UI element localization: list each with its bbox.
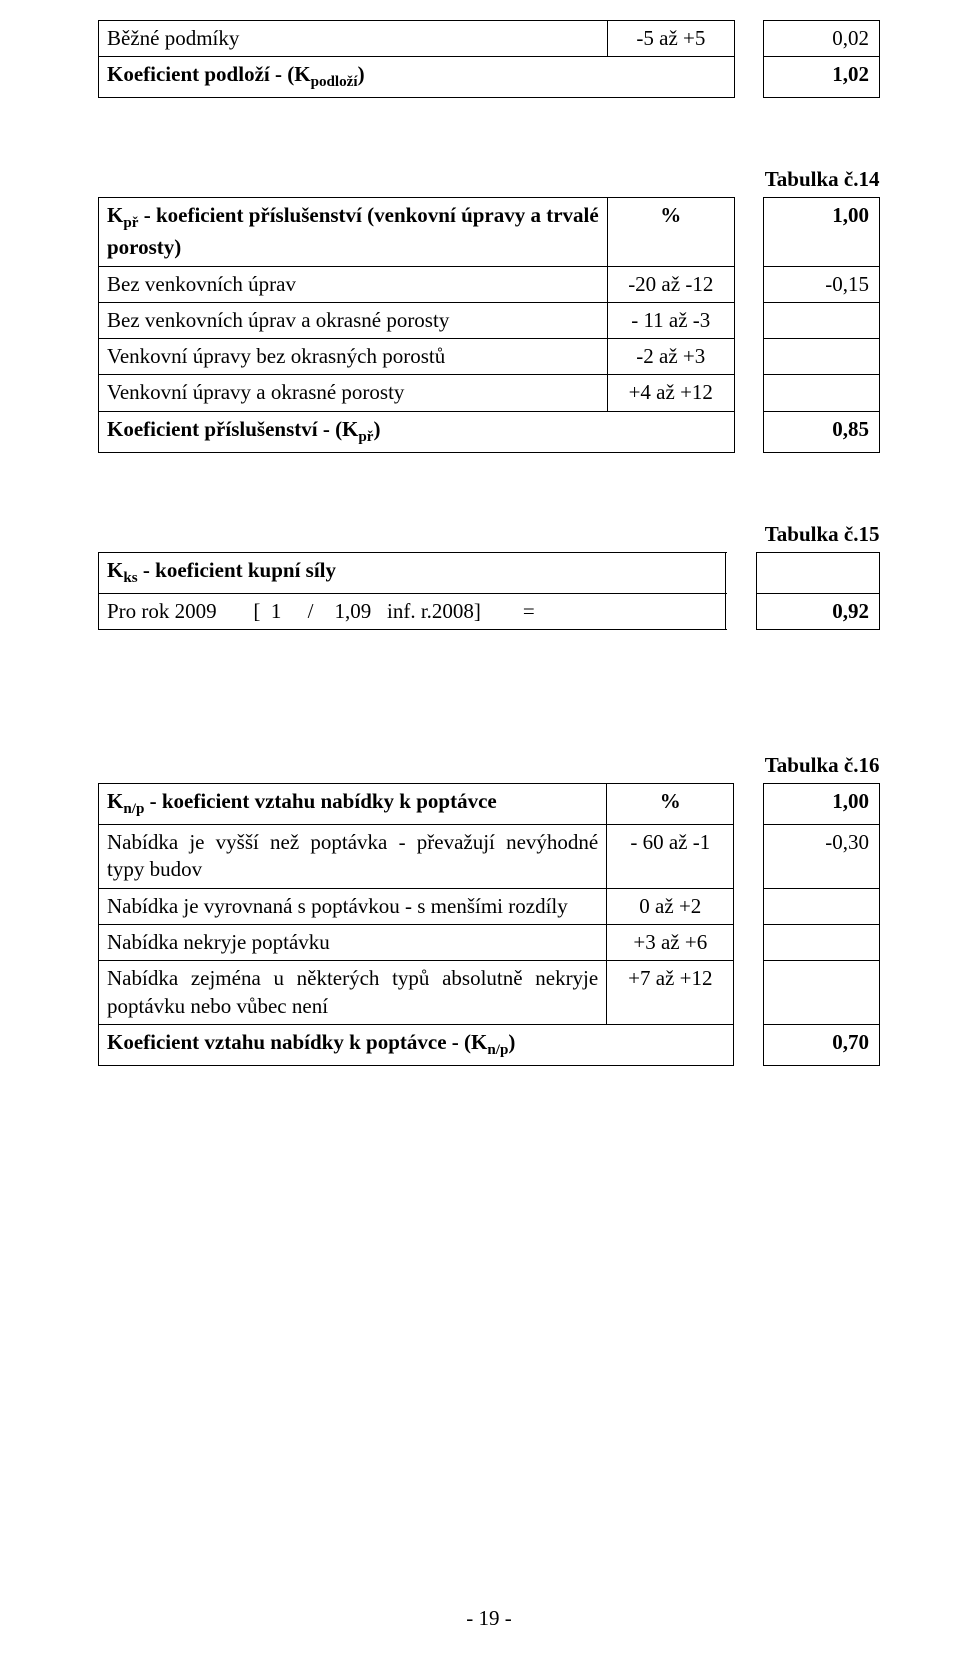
cell-val: 1,00 bbox=[763, 784, 879, 825]
cell-mid: % bbox=[607, 198, 734, 266]
cell-val: 0,92 bbox=[757, 593, 880, 629]
table-footer-row: Koeficient vztahu nabídky k poptávce - (… bbox=[99, 1024, 880, 1065]
table-row: Pro rok 2009 [ 1 / 1,09 inf. r.2008] = 0… bbox=[99, 593, 880, 629]
cell-label: Nabídka nekryje poptávku bbox=[99, 925, 607, 961]
table-row: Nabídka zejména u některých typů absolut… bbox=[99, 961, 880, 1025]
cell-mid: 0 až +2 bbox=[607, 888, 734, 924]
cell-gap bbox=[734, 198, 763, 266]
cell-mid: -5 až +5 bbox=[608, 21, 735, 57]
caption-text: Tabulka č.16 bbox=[99, 748, 880, 784]
cell-mid: +3 až +6 bbox=[607, 925, 734, 961]
caption-text: Tabulka č.15 bbox=[99, 517, 880, 553]
cell-mid: -2 až +3 bbox=[607, 339, 734, 375]
cell-gap bbox=[726, 552, 757, 593]
cell-val bbox=[763, 925, 879, 961]
cell-val bbox=[757, 552, 880, 593]
cell-label: Nabídka je vyrovnaná s poptávkou - s men… bbox=[99, 888, 607, 924]
cell-gap bbox=[734, 266, 763, 302]
table-row: Venkovní úpravy bez okrasných porostů -2… bbox=[99, 339, 880, 375]
cell-gap bbox=[734, 411, 763, 452]
table-row: Běžné podmíky -5 až +5 0,02 bbox=[99, 21, 880, 57]
cell-val: 0,85 bbox=[764, 411, 880, 452]
cell-gap bbox=[734, 375, 763, 411]
cell-gap bbox=[734, 21, 764, 57]
cell-mid: - 11 až -3 bbox=[607, 302, 734, 338]
cell-val bbox=[763, 888, 879, 924]
table-footer-row: Koeficient příslušenství - (Kpř) 0,85 bbox=[99, 411, 880, 452]
table-15: Tabulka č.15 Kks - koeficient kupní síly… bbox=[98, 517, 880, 630]
cell-gap bbox=[726, 593, 757, 629]
table-row: Bez venkovních úprav -20 až -12 -0,15 bbox=[99, 266, 880, 302]
cell-mid: - 60 až -1 bbox=[607, 825, 734, 889]
caption-text: Tabulka č.14 bbox=[99, 162, 880, 198]
cell-label: Nabídka je vyšší než poptávka - převažuj… bbox=[99, 825, 607, 889]
cell-gap bbox=[734, 888, 763, 924]
cell-gap bbox=[734, 302, 763, 338]
cell-label: Kpř - koeficient příslušenství (venkovní… bbox=[99, 198, 608, 266]
cell-label: Nabídka zejména u některých typů absolut… bbox=[99, 961, 607, 1025]
cell-val: -0,15 bbox=[764, 266, 880, 302]
table-row: Bez venkovních úprav a okrasné porosty -… bbox=[99, 302, 880, 338]
table-header-row: Kn/p - koeficient vztahu nabídky k poptá… bbox=[99, 784, 880, 825]
page-number: - 19 - bbox=[98, 1606, 880, 1631]
cell-mid: +7 až +12 bbox=[607, 961, 734, 1025]
cell-gap bbox=[734, 784, 763, 825]
cell-val: -0,30 bbox=[763, 825, 879, 889]
table-caption: Tabulka č.15 bbox=[99, 517, 880, 553]
cell-label: Běžné podmíky bbox=[99, 21, 608, 57]
table-16: Tabulka č.16 Kn/p - koeficient vztahu na… bbox=[98, 748, 880, 1066]
table-header-row: Kpř - koeficient příslušenství (venkovní… bbox=[99, 198, 880, 266]
table-caption: Tabulka č.16 bbox=[99, 748, 880, 784]
cell-label: Koeficient příslušenství - (Kpř) bbox=[99, 411, 735, 452]
cell-label: Venkovní úpravy bez okrasných porostů bbox=[99, 339, 608, 375]
cell-val bbox=[764, 339, 880, 375]
cell-gap bbox=[734, 339, 763, 375]
cell-gap bbox=[734, 961, 763, 1025]
cell-mid: % bbox=[607, 784, 734, 825]
table-row: Venkovní úpravy a okrasné porosty +4 až … bbox=[99, 375, 880, 411]
cell-label: Venkovní úpravy a okrasné porosty bbox=[99, 375, 608, 411]
cell-gap bbox=[734, 925, 763, 961]
table-row: Nabídka je vyrovnaná s poptávkou - s men… bbox=[99, 888, 880, 924]
cell-val bbox=[764, 302, 880, 338]
cell-val: 0,02 bbox=[764, 21, 880, 57]
cell-label: Kks - koeficient kupní síly bbox=[99, 552, 726, 593]
cell-label: Koeficient podloží - (Kpodloží) bbox=[99, 57, 735, 98]
cell-label: Pro rok 2009 [ 1 / 1,09 inf. r.2008] = bbox=[99, 593, 726, 629]
table-row: Nabídka nekryje poptávku +3 až +6 bbox=[99, 925, 880, 961]
table-caption: Tabulka č.14 bbox=[99, 162, 880, 198]
cell-gap bbox=[734, 57, 764, 98]
cell-val: 1,02 bbox=[764, 57, 880, 98]
cell-val bbox=[764, 375, 880, 411]
cell-label: Bez venkovních úprav bbox=[99, 266, 608, 302]
cell-label: Kn/p - koeficient vztahu nabídky k poptá… bbox=[99, 784, 607, 825]
cell-gap bbox=[734, 1024, 763, 1065]
cell-mid: +4 až +12 bbox=[607, 375, 734, 411]
cell-label: Koeficient vztahu nabídky k poptávce - (… bbox=[99, 1024, 734, 1065]
table-row: Kks - koeficient kupní síly bbox=[99, 552, 880, 593]
cell-val: 1,00 bbox=[764, 198, 880, 266]
cell-label: Bez venkovních úprav a okrasné porosty bbox=[99, 302, 608, 338]
cell-gap bbox=[734, 825, 763, 889]
table-row: Koeficient podloží - (Kpodloží) 1,02 bbox=[99, 57, 880, 98]
table-13: Běžné podmíky -5 až +5 0,02 Koeficient p… bbox=[98, 20, 880, 98]
table-14: Tabulka č.14 Kpř - koeficient příslušens… bbox=[98, 162, 880, 452]
cell-val: 0,70 bbox=[763, 1024, 879, 1065]
cell-val bbox=[763, 961, 879, 1025]
cell-mid: -20 až -12 bbox=[607, 266, 734, 302]
table-row: Nabídka je vyšší než poptávka - převažuj… bbox=[99, 825, 880, 889]
